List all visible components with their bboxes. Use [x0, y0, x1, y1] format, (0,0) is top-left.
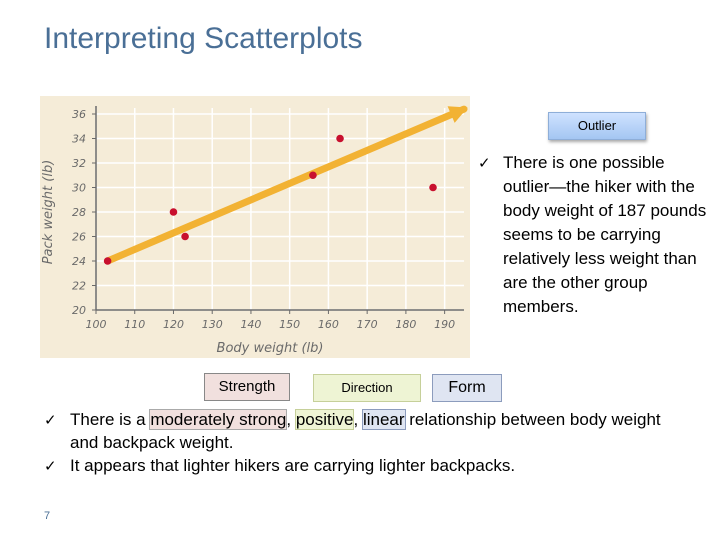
highlight-form: linear: [361, 409, 406, 430]
y-tick-label: 28: [72, 206, 86, 219]
highlight-strength: moderately strong: [149, 409, 288, 430]
check-icon: ✓: [44, 411, 57, 429]
form-tag: Form: [432, 374, 502, 402]
x-tick-label: 180: [395, 318, 416, 331]
bullet-text: ,: [286, 410, 296, 429]
y-tick-label: 22: [72, 280, 86, 293]
check-icon: ✓: [478, 154, 491, 172]
bullet-text: ,: [353, 410, 363, 429]
y-tick-label: 26: [72, 231, 86, 244]
bullet-text: It appears that lighter hikers are carry…: [70, 456, 516, 475]
strength-tag: Strength: [204, 373, 290, 401]
x-tick-label: 100: [86, 318, 107, 331]
bullet-lighter-hikers: ✓ It appears that lighter hikers are car…: [44, 454, 684, 477]
y-axis-label: Pack weight (lb): [41, 160, 56, 265]
summary-bullets: ✓ There is a moderately strong, positive…: [44, 408, 684, 477]
x-tick-label: 110: [124, 318, 145, 331]
y-tick-label: 32: [72, 157, 86, 170]
data-point: [103, 257, 112, 265]
slide-title: Interpreting Scatterplots: [44, 22, 363, 55]
check-icon: ✓: [44, 457, 57, 475]
y-tick-label: 20: [72, 304, 86, 317]
data-point: [336, 134, 344, 143]
y-tick-label: 36: [72, 108, 86, 121]
page-number: 7: [44, 510, 51, 522]
y-tick-label: 24: [72, 255, 86, 268]
direction-tag: Direction: [313, 374, 421, 402]
x-tick-label: 120: [163, 318, 184, 331]
trend-arrowhead: [447, 106, 468, 123]
x-tick-label: 190: [434, 318, 455, 331]
bullet-text: There is a: [70, 410, 151, 429]
bullet-text: relationship between body weight and bac…: [70, 410, 661, 452]
outlier-bullet: ✓ There is one possible outlier—the hike…: [478, 151, 714, 319]
data-point: [429, 183, 437, 192]
outlier-tag: Outlier: [548, 112, 646, 140]
data-point: [309, 171, 317, 180]
x-tick-label: 140: [240, 318, 261, 331]
y-tick-label: 34: [72, 133, 86, 146]
x-tick-label: 150: [279, 318, 300, 331]
x-axis-label: Body weight (lb): [217, 341, 324, 356]
scatterplot: 100 110 120 130 140 150 160 170 180 190 20 22 24 26 28…: [40, 96, 470, 358]
x-tick-label: 160: [318, 318, 339, 331]
bullet-relationship: ✓ There is a moderately strong, positive…: [44, 408, 684, 454]
y-tick-label: 30: [72, 182, 86, 195]
x-tick-label: 170: [357, 318, 378, 331]
data-point: [169, 208, 178, 216]
data-point: [181, 232, 189, 241]
scatterplot-svg: 100 110 120 130 140 150 160 170 180 190 20 22 24 26 28…: [40, 96, 470, 358]
outlier-note: There is one possible outlier—the hiker …: [503, 153, 707, 316]
highlight-direction: positive: [294, 409, 355, 430]
trend-line: [104, 105, 468, 265]
x-tick-label: 130: [202, 318, 223, 331]
